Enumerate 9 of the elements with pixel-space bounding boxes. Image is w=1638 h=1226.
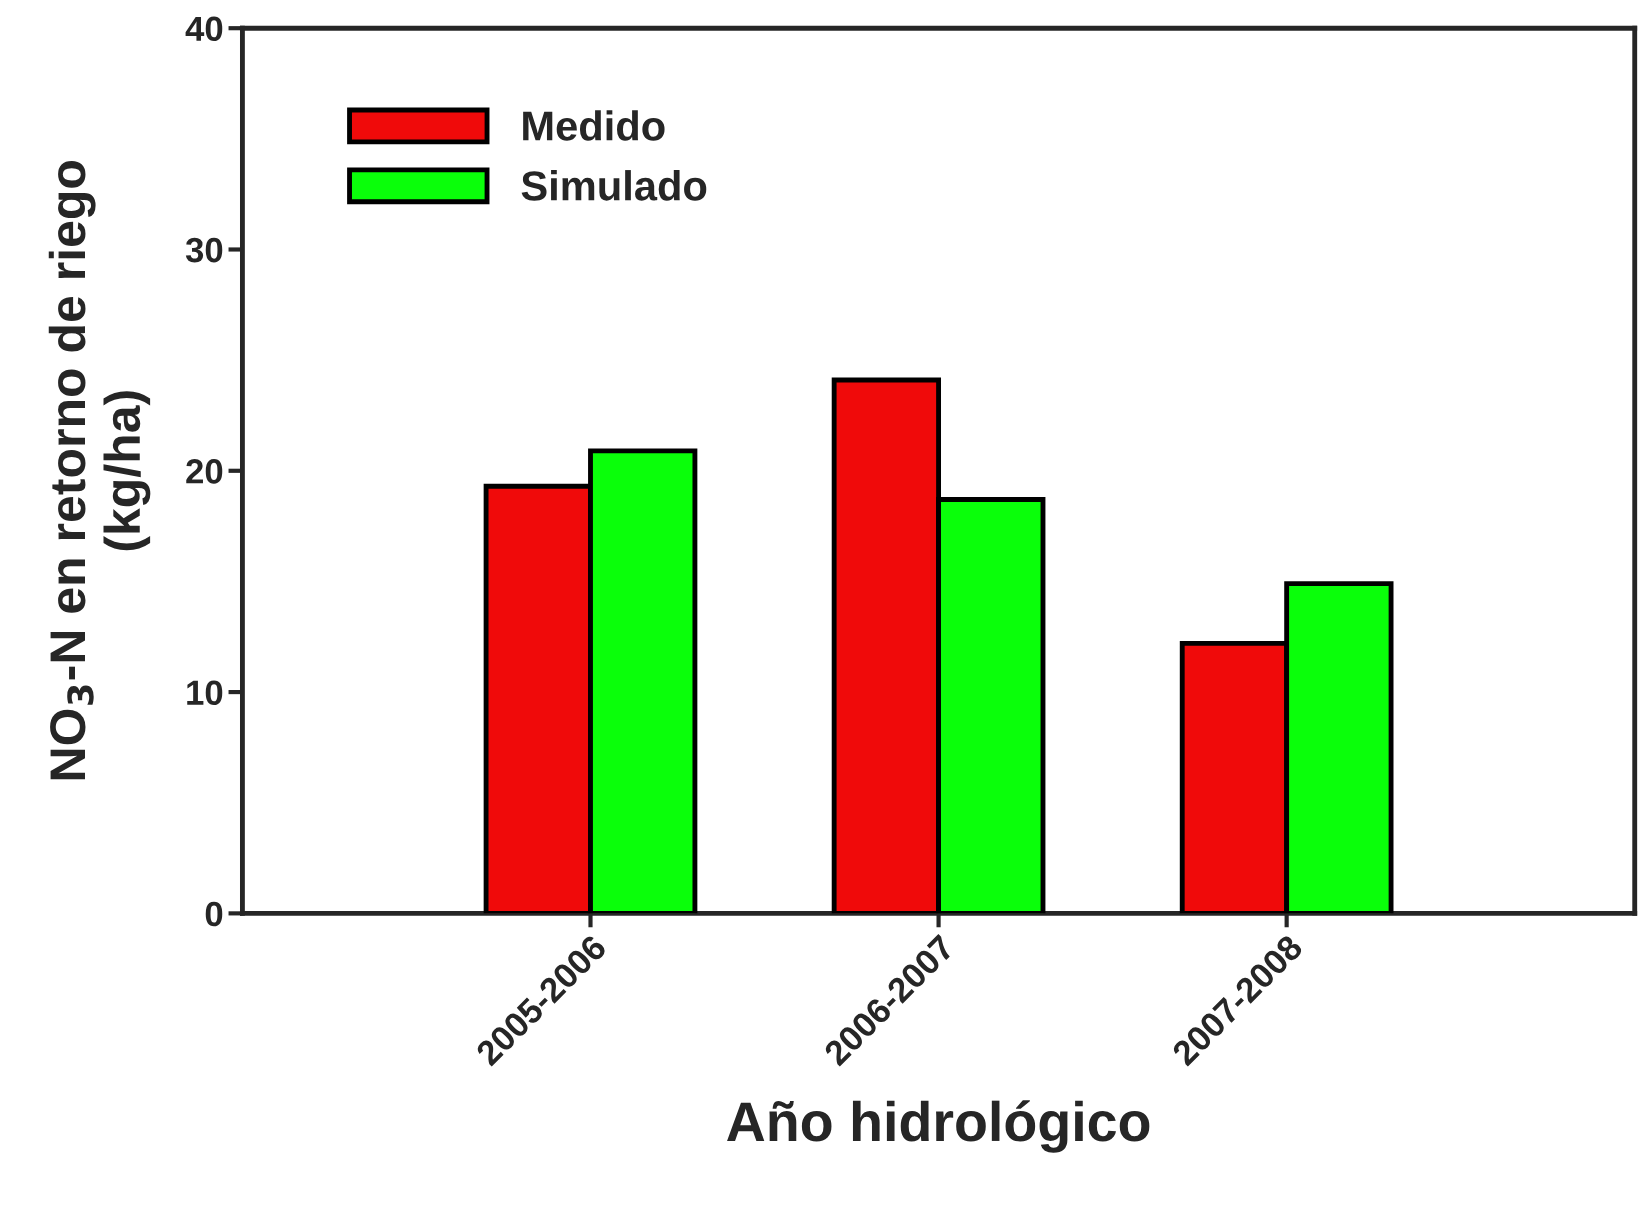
y-tick-label: 30 bbox=[185, 237, 223, 263]
legend-label: Medido bbox=[523, 110, 665, 141]
y-tick-label: 40 bbox=[185, 16, 223, 42]
legend-label: Simulado bbox=[521, 170, 707, 201]
y-tick-label: 20 bbox=[186, 459, 223, 484]
x-axis-title: Año hidrológico bbox=[727, 1100, 1150, 1153]
y-tick-label: 10 bbox=[187, 680, 223, 705]
y-axis-title: NO$_{3}$-N en retorno de riego (kg/ha) bbox=[48, 161, 151, 780]
y-tick-label: 0 bbox=[205, 901, 223, 927]
